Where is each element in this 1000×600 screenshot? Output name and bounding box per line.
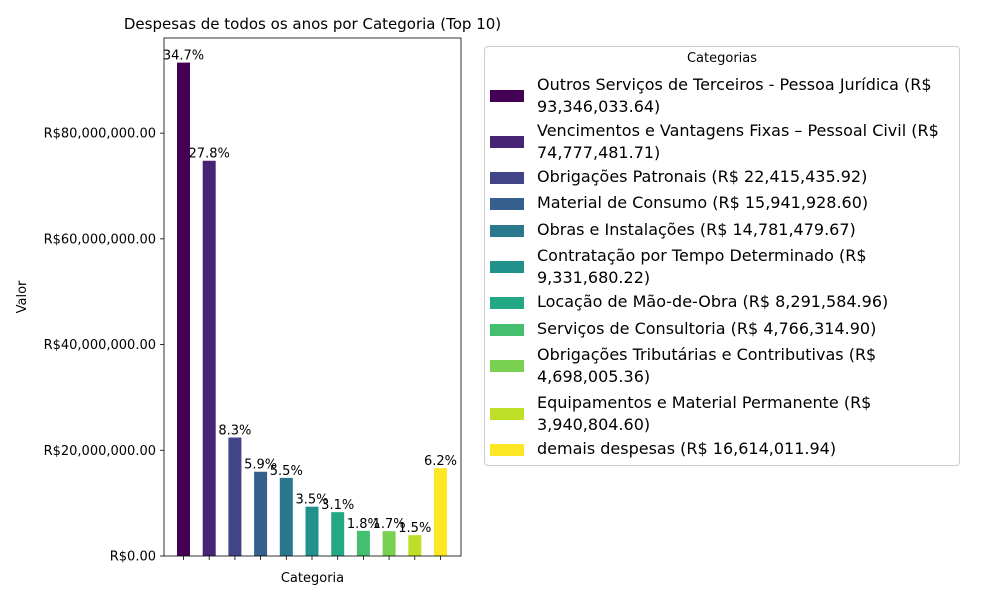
legend-title: Categorias — [686, 51, 758, 66]
legend-label: Obrigações Patronais (R$ 22,415,435.92) — [537, 167, 868, 186]
bar-8 — [356, 530, 370, 556]
legend-swatch — [490, 225, 524, 237]
bar-value-label-11: 6.2% — [424, 454, 457, 469]
legend-label: demais despesas (R$ 16,614,011.94) — [537, 439, 837, 458]
bar-5 — [279, 477, 293, 556]
legend-item: Obrigações Tributárias e Contributivas (… — [485, 344, 959, 388]
legend-swatch — [490, 297, 524, 309]
bar-6 — [305, 506, 319, 556]
bar-value-label-10: 1.5% — [398, 521, 431, 536]
legend-label: Outros Serviços de Terceiros - Pessoa Ju… — [537, 75, 932, 116]
legend-swatch — [490, 198, 524, 210]
legend-swatch — [490, 324, 524, 336]
bar-3 — [228, 437, 242, 556]
legend-item: Outros Serviços de Terceiros - Pessoa Ju… — [485, 74, 959, 118]
legend-label: Locação de Mão-de-Obra (R$ 8,291,584.96) — [537, 292, 889, 311]
bar-value-label-6: 3.5% — [295, 493, 328, 508]
y-tick-label-3: R$40,000,000.00 — [44, 338, 156, 353]
legend-swatch — [490, 90, 524, 102]
bar-9 — [382, 531, 396, 556]
chart-title: Despesas de todos os anos por Categoria … — [124, 15, 501, 33]
legend-item: Obrigações Patronais (R$ 22,415,435.92) — [485, 166, 959, 190]
y-tick-label-1: R$0.00 — [110, 550, 156, 565]
legend-label: Serviços de Consultoria (R$ 4,766,314.90… — [537, 319, 877, 338]
legend-swatch — [490, 261, 524, 273]
legend-label: Contratação por Tempo Determinado (R$ 9,… — [537, 246, 867, 287]
legend: Categorias Outros Serviços de Terceiros … — [484, 46, 960, 466]
bar-value-label-5: 5.5% — [270, 464, 303, 479]
legend-item: demais despesas (R$ 16,614,011.94) — [485, 438, 959, 462]
y-tick-label-5: R$80,000,000.00 — [44, 127, 156, 142]
bar-value-label-1: 34.7% — [163, 49, 204, 64]
legend-item: Equipamentos e Material Permanente (R$ 3… — [485, 392, 959, 436]
legend-item: Vencimentos e Vantagens Fixas – Pessoal … — [485, 120, 959, 164]
legend-label: Material de Consumo (R$ 15,941,928.60) — [537, 193, 869, 212]
plot-frame — [163, 37, 462, 557]
legend-label: Obras e Instalações (R$ 14,781,479.67) — [537, 220, 856, 239]
legend-label: Obrigações Tributárias e Contributivas (… — [537, 345, 877, 386]
y-axis-label: Valor — [15, 280, 30, 313]
bar-2 — [202, 160, 216, 556]
legend-swatch — [490, 136, 524, 148]
legend-swatch — [490, 172, 524, 184]
bar-value-label-4: 5.9% — [244, 458, 277, 473]
bar-4 — [254, 471, 268, 556]
bar-value-label-2: 27.8% — [189, 147, 230, 162]
y-tick-label-2: R$20,000,000.00 — [44, 444, 156, 459]
legend-swatch — [490, 444, 524, 456]
bar-10 — [408, 535, 422, 556]
x-axis-label: Categoria — [281, 571, 344, 586]
legend-swatch — [490, 408, 524, 420]
legend-item: Serviços de Consultoria (R$ 4,766,314.90… — [485, 318, 959, 342]
legend-swatch — [490, 360, 524, 372]
bar-value-label-3: 8.3% — [218, 424, 251, 439]
legend-label: Equipamentos e Material Permanente (R$ 3… — [537, 393, 872, 434]
bar-7 — [331, 512, 345, 556]
bar-value-label-7: 3.1% — [321, 498, 354, 513]
bar-value-label-9: 1.7% — [373, 517, 406, 532]
y-tick-label-4: R$60,000,000.00 — [44, 232, 156, 247]
bar-1 — [177, 62, 190, 556]
bar-11 — [434, 468, 447, 556]
bar-value-label-8: 1.8% — [347, 517, 380, 532]
legend-item: Contratação por Tempo Determinado (R$ 9,… — [485, 245, 959, 289]
legend-item: Locação de Mão-de-Obra (R$ 8,291,584.96) — [485, 291, 959, 315]
legend-item: Material de Consumo (R$ 15,941,928.60) — [485, 192, 959, 216]
legend-label: Vencimentos e Vantagens Fixas – Pessoal … — [537, 121, 939, 162]
legend-item: Obras e Instalações (R$ 14,781,479.67) — [485, 219, 959, 243]
